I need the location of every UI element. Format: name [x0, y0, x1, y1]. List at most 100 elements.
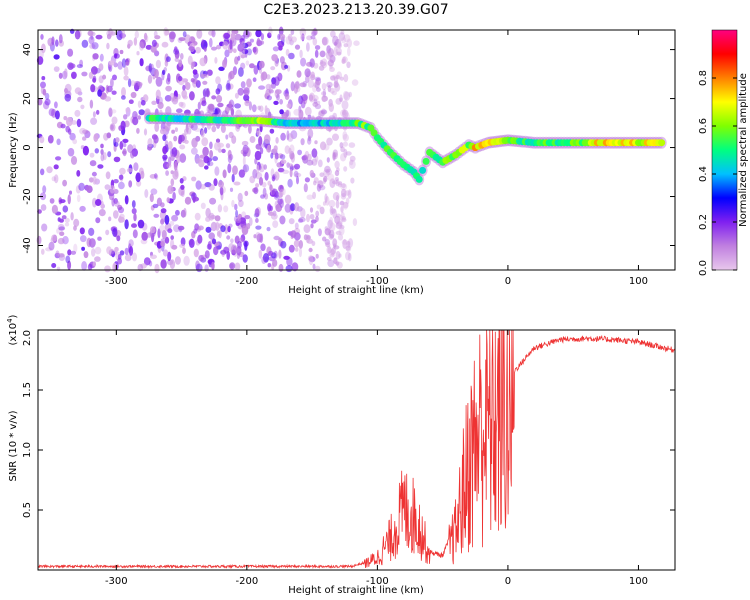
- noise-speckle: [279, 154, 286, 160]
- noise-speckle: [241, 225, 249, 236]
- noise-speckle: [312, 37, 318, 46]
- noise-speckle: [111, 109, 117, 114]
- noise-speckle: [297, 149, 302, 156]
- noise-speckle: [191, 137, 198, 148]
- noise-speckle: [330, 30, 336, 38]
- noise-speckle: [269, 128, 275, 134]
- noise-speckle: [298, 109, 304, 120]
- noise-speckle: [335, 179, 340, 187]
- noise-speckle: [230, 238, 234, 244]
- noise-speckle: [265, 83, 272, 91]
- noise-speckle: [215, 95, 223, 103]
- noise-speckle: [266, 95, 272, 101]
- noise-speckle: [92, 53, 99, 60]
- noise-speckle: [302, 154, 309, 164]
- noise-speckle: [89, 43, 96, 49]
- noise-speckle: [54, 110, 60, 120]
- noise-speckle: [332, 192, 340, 201]
- noise-speckle: [323, 175, 328, 183]
- noise-speckle: [53, 164, 59, 170]
- colorbar-tick-label: 0.4: [698, 166, 709, 182]
- noise-speckle: [337, 234, 344, 241]
- noise-speckle: [147, 138, 153, 148]
- noise-speckle: [268, 250, 274, 257]
- noise-speckle: [53, 66, 60, 72]
- noise-speckle: [334, 160, 340, 169]
- noise-speckle: [91, 66, 98, 75]
- noise-speckle: [299, 49, 303, 59]
- noise-speckle: [310, 223, 314, 229]
- noise-speckle: [332, 208, 337, 219]
- noise-speckle: [174, 127, 178, 132]
- noise-speckle: [279, 99, 283, 105]
- noise-speckle: [321, 36, 329, 46]
- noise-speckle: [133, 37, 138, 46]
- noise-speckle: [249, 175, 256, 184]
- noise-speckle: [239, 38, 245, 45]
- noise-speckle: [81, 39, 89, 48]
- noise-speckle: [172, 96, 178, 102]
- noise-speckle: [280, 159, 287, 164]
- noise-speckle: [313, 98, 318, 105]
- noise-speckle: [198, 254, 205, 262]
- ridge-point: [658, 139, 666, 147]
- noise-speckle: [349, 155, 356, 162]
- noise-speckle: [139, 58, 144, 67]
- colorbar-tick-label: 0.0: [698, 260, 709, 276]
- noise-speckle: [42, 88, 47, 96]
- noise-speckle: [80, 104, 85, 110]
- noise-speckle: [325, 168, 332, 175]
- noise-speckle: [303, 224, 311, 234]
- noise-speckle: [330, 75, 336, 81]
- noise-speckle: [171, 214, 179, 222]
- noise-speckle: [128, 180, 133, 188]
- noise-speckle: [41, 76, 46, 81]
- noise-speckle: [229, 70, 235, 80]
- noise-speckle: [274, 89, 280, 99]
- noise-speckle: [291, 36, 297, 43]
- noise-speckle: [336, 51, 342, 56]
- noise-speckle: [204, 264, 209, 273]
- noise-speckle: [154, 122, 160, 132]
- noise-speckle: [215, 76, 221, 85]
- noise-speckle: [252, 169, 258, 179]
- noise-speckle: [319, 206, 325, 215]
- noise-speckle: [105, 229, 110, 236]
- noise-speckle: [205, 226, 212, 233]
- noise-speckle: [122, 138, 129, 143]
- noise-speckle: [190, 61, 195, 70]
- noise-speckle: [243, 89, 249, 94]
- noise-speckle: [234, 203, 238, 211]
- noise-speckle: [264, 193, 269, 200]
- noise-speckle: [268, 89, 274, 94]
- noise-speckle: [272, 220, 279, 229]
- noise-speckle: [271, 54, 278, 62]
- noise-speckle: [88, 238, 96, 248]
- noise-speckle: [352, 218, 358, 227]
- noise-speckle: [160, 218, 165, 225]
- noise-speckle: [286, 133, 294, 142]
- noise-speckle: [166, 163, 172, 168]
- noise-speckle: [110, 78, 114, 88]
- noise-speckle: [111, 116, 118, 125]
- noise-speckle: [78, 182, 85, 191]
- noise-speckle: [74, 109, 81, 117]
- noise-speckle: [306, 238, 313, 244]
- noise-speckle: [194, 128, 201, 132]
- noise-speckle: [329, 66, 335, 72]
- noise-speckle: [90, 35, 94, 40]
- noise-speckle: [270, 213, 278, 220]
- y-tick-label: 0.5: [22, 502, 33, 518]
- noise-speckle: [218, 66, 225, 72]
- noise-speckle: [97, 236, 102, 241]
- noise-speckle: [143, 257, 151, 266]
- noise-speckle: [341, 188, 347, 198]
- spectrogram-y-axis: -40 -20 0 20 40: [22, 43, 675, 254]
- noise-speckle: [184, 196, 192, 205]
- snr-series-line: [37, 329, 676, 570]
- noise-speckle: [95, 199, 102, 206]
- noise-speckle: [138, 41, 145, 51]
- noise-speckle: [288, 163, 294, 168]
- noise-speckle: [174, 46, 178, 53]
- noise-speckle: [306, 42, 310, 52]
